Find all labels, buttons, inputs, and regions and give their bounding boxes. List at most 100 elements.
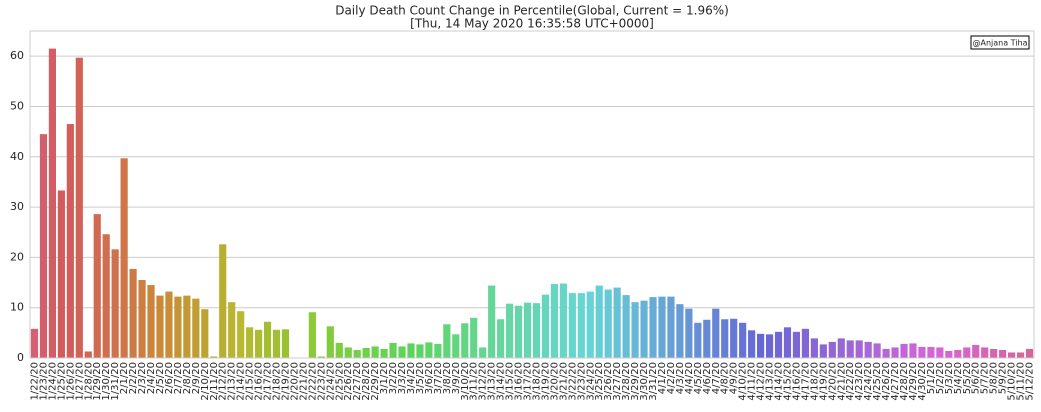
x-tick-label: 2/24/20 (325, 362, 336, 401)
x-tick-label: 4/16/20 (791, 362, 802, 401)
x-tick-label: 5/10/20 (1007, 362, 1018, 401)
x-tick-label: 1/23/20 (38, 362, 49, 401)
bar (416, 344, 424, 358)
x-tick-label: 4/28/20 (899, 362, 910, 401)
x-tick-label: 4/3/20 (675, 362, 686, 394)
x-tick-label: 3/15/20 (505, 362, 516, 401)
bar (210, 356, 218, 358)
bar (640, 300, 648, 358)
x-tick-label: 4/7/20 (711, 362, 722, 394)
bar (120, 158, 128, 358)
x-tick-label: 2/29/20 (370, 362, 381, 401)
x-tick-label: 3/17/20 (523, 362, 534, 401)
x-tick-label: 3/18/20 (531, 362, 542, 401)
bar (156, 295, 164, 358)
bar (586, 291, 594, 358)
bar (936, 347, 944, 358)
annotation-box (970, 35, 1030, 50)
bar (595, 285, 603, 358)
x-tick-label: 3/24/20 (585, 362, 596, 401)
x-tick-label: 4/6/20 (702, 362, 713, 394)
bar (461, 323, 469, 358)
bar (246, 327, 254, 358)
bar (748, 330, 756, 358)
x-tick-label: 5/12/20 (1025, 362, 1036, 401)
bar (739, 322, 747, 358)
x-tick-label: 2/27/20 (352, 362, 363, 401)
bar (882, 348, 890, 358)
x-tick-label: 2/20/20 (289, 362, 300, 401)
x-tick-label: 4/21/20 (836, 362, 847, 401)
bar (228, 302, 236, 358)
bar (801, 328, 809, 358)
bar (568, 293, 576, 358)
x-tick-label: 2/4/20 (146, 362, 157, 394)
bar (550, 284, 558, 358)
x-tick-label: 3/26/20 (603, 362, 614, 401)
bar (927, 346, 935, 358)
annotation: @Anjana Tiha (972, 39, 1027, 48)
x-tick-label: 2/25/20 (334, 362, 345, 401)
bar (541, 294, 550, 358)
bar (999, 349, 1007, 358)
bar (479, 347, 487, 358)
bar (335, 342, 343, 358)
bar (559, 283, 567, 358)
bar (828, 341, 836, 358)
x-tick-label: 5/8/20 (989, 362, 1000, 394)
y-tick-label: 50 (10, 99, 24, 112)
y-tick-label: 60 (10, 49, 24, 62)
x-tick-label: 4/20/20 (827, 362, 838, 401)
x-tick-label: 2/3/20 (137, 362, 148, 394)
bar (945, 350, 953, 358)
bar (57, 190, 65, 358)
bar (93, 214, 101, 358)
x-tick-label: 3/28/20 (621, 362, 632, 401)
bar (165, 291, 173, 358)
x-tick-label: 5/9/20 (998, 362, 1009, 394)
x-tick-label: 2/17/20 (263, 362, 274, 401)
chart-subtitle: [Thu, 14 May 2020 16:35:58 UTC+0000] (410, 17, 654, 31)
bar (954, 349, 962, 358)
x-tick-label: 2/13/20 (227, 362, 238, 401)
x-tick-label: 4/19/20 (818, 362, 829, 401)
x-tick-label: 2/19/20 (280, 362, 291, 401)
x-tick-label: 3/23/20 (576, 362, 587, 401)
x-tick-label: 1/31/20 (110, 362, 121, 401)
x-tick-label: 4/30/20 (917, 362, 928, 401)
bar (434, 343, 442, 358)
x-tick-label: 3/14/20 (496, 362, 507, 401)
x-tick-label: 3/30/20 (639, 362, 650, 401)
x-tick-label: 2/26/20 (343, 362, 354, 401)
y-tick-label: 0 (17, 351, 24, 364)
x-tick-label: 4/14/20 (774, 362, 785, 401)
x-tick-label: 3/4/20 (406, 362, 417, 394)
y-tick-label: 20 (10, 250, 24, 263)
x-tick-label: 3/22/20 (567, 362, 578, 401)
bar (703, 319, 711, 358)
bar (909, 343, 917, 358)
bar (48, 48, 56, 358)
x-tick-label: 4/4/20 (684, 362, 695, 394)
bar (39, 134, 48, 358)
bar (219, 244, 227, 358)
x-tick-label: 3/7/20 (433, 362, 444, 394)
x-tick-label: 3/6/20 (424, 362, 435, 394)
x-tick-label: 2/15/20 (245, 362, 256, 401)
bar (712, 308, 720, 358)
x-tick-label: 3/31/20 (648, 362, 659, 401)
x-tick-label: 4/8/20 (720, 362, 731, 394)
bar (344, 347, 352, 358)
x-tick-label: 4/13/20 (765, 362, 776, 401)
x-tick-label: 5/5/20 (962, 362, 973, 394)
bar (864, 341, 872, 358)
bar (721, 319, 729, 358)
bar (532, 303, 541, 358)
x-tick-label: 5/1/20 (926, 362, 937, 394)
bar (281, 329, 290, 358)
bar (425, 342, 433, 358)
x-tick-label: 2/8/20 (182, 362, 193, 394)
y-tick-label: 10 (10, 301, 24, 314)
x-tick-label: 1/26/20 (65, 362, 76, 401)
x-tick-label: 2/2/20 (128, 362, 139, 394)
